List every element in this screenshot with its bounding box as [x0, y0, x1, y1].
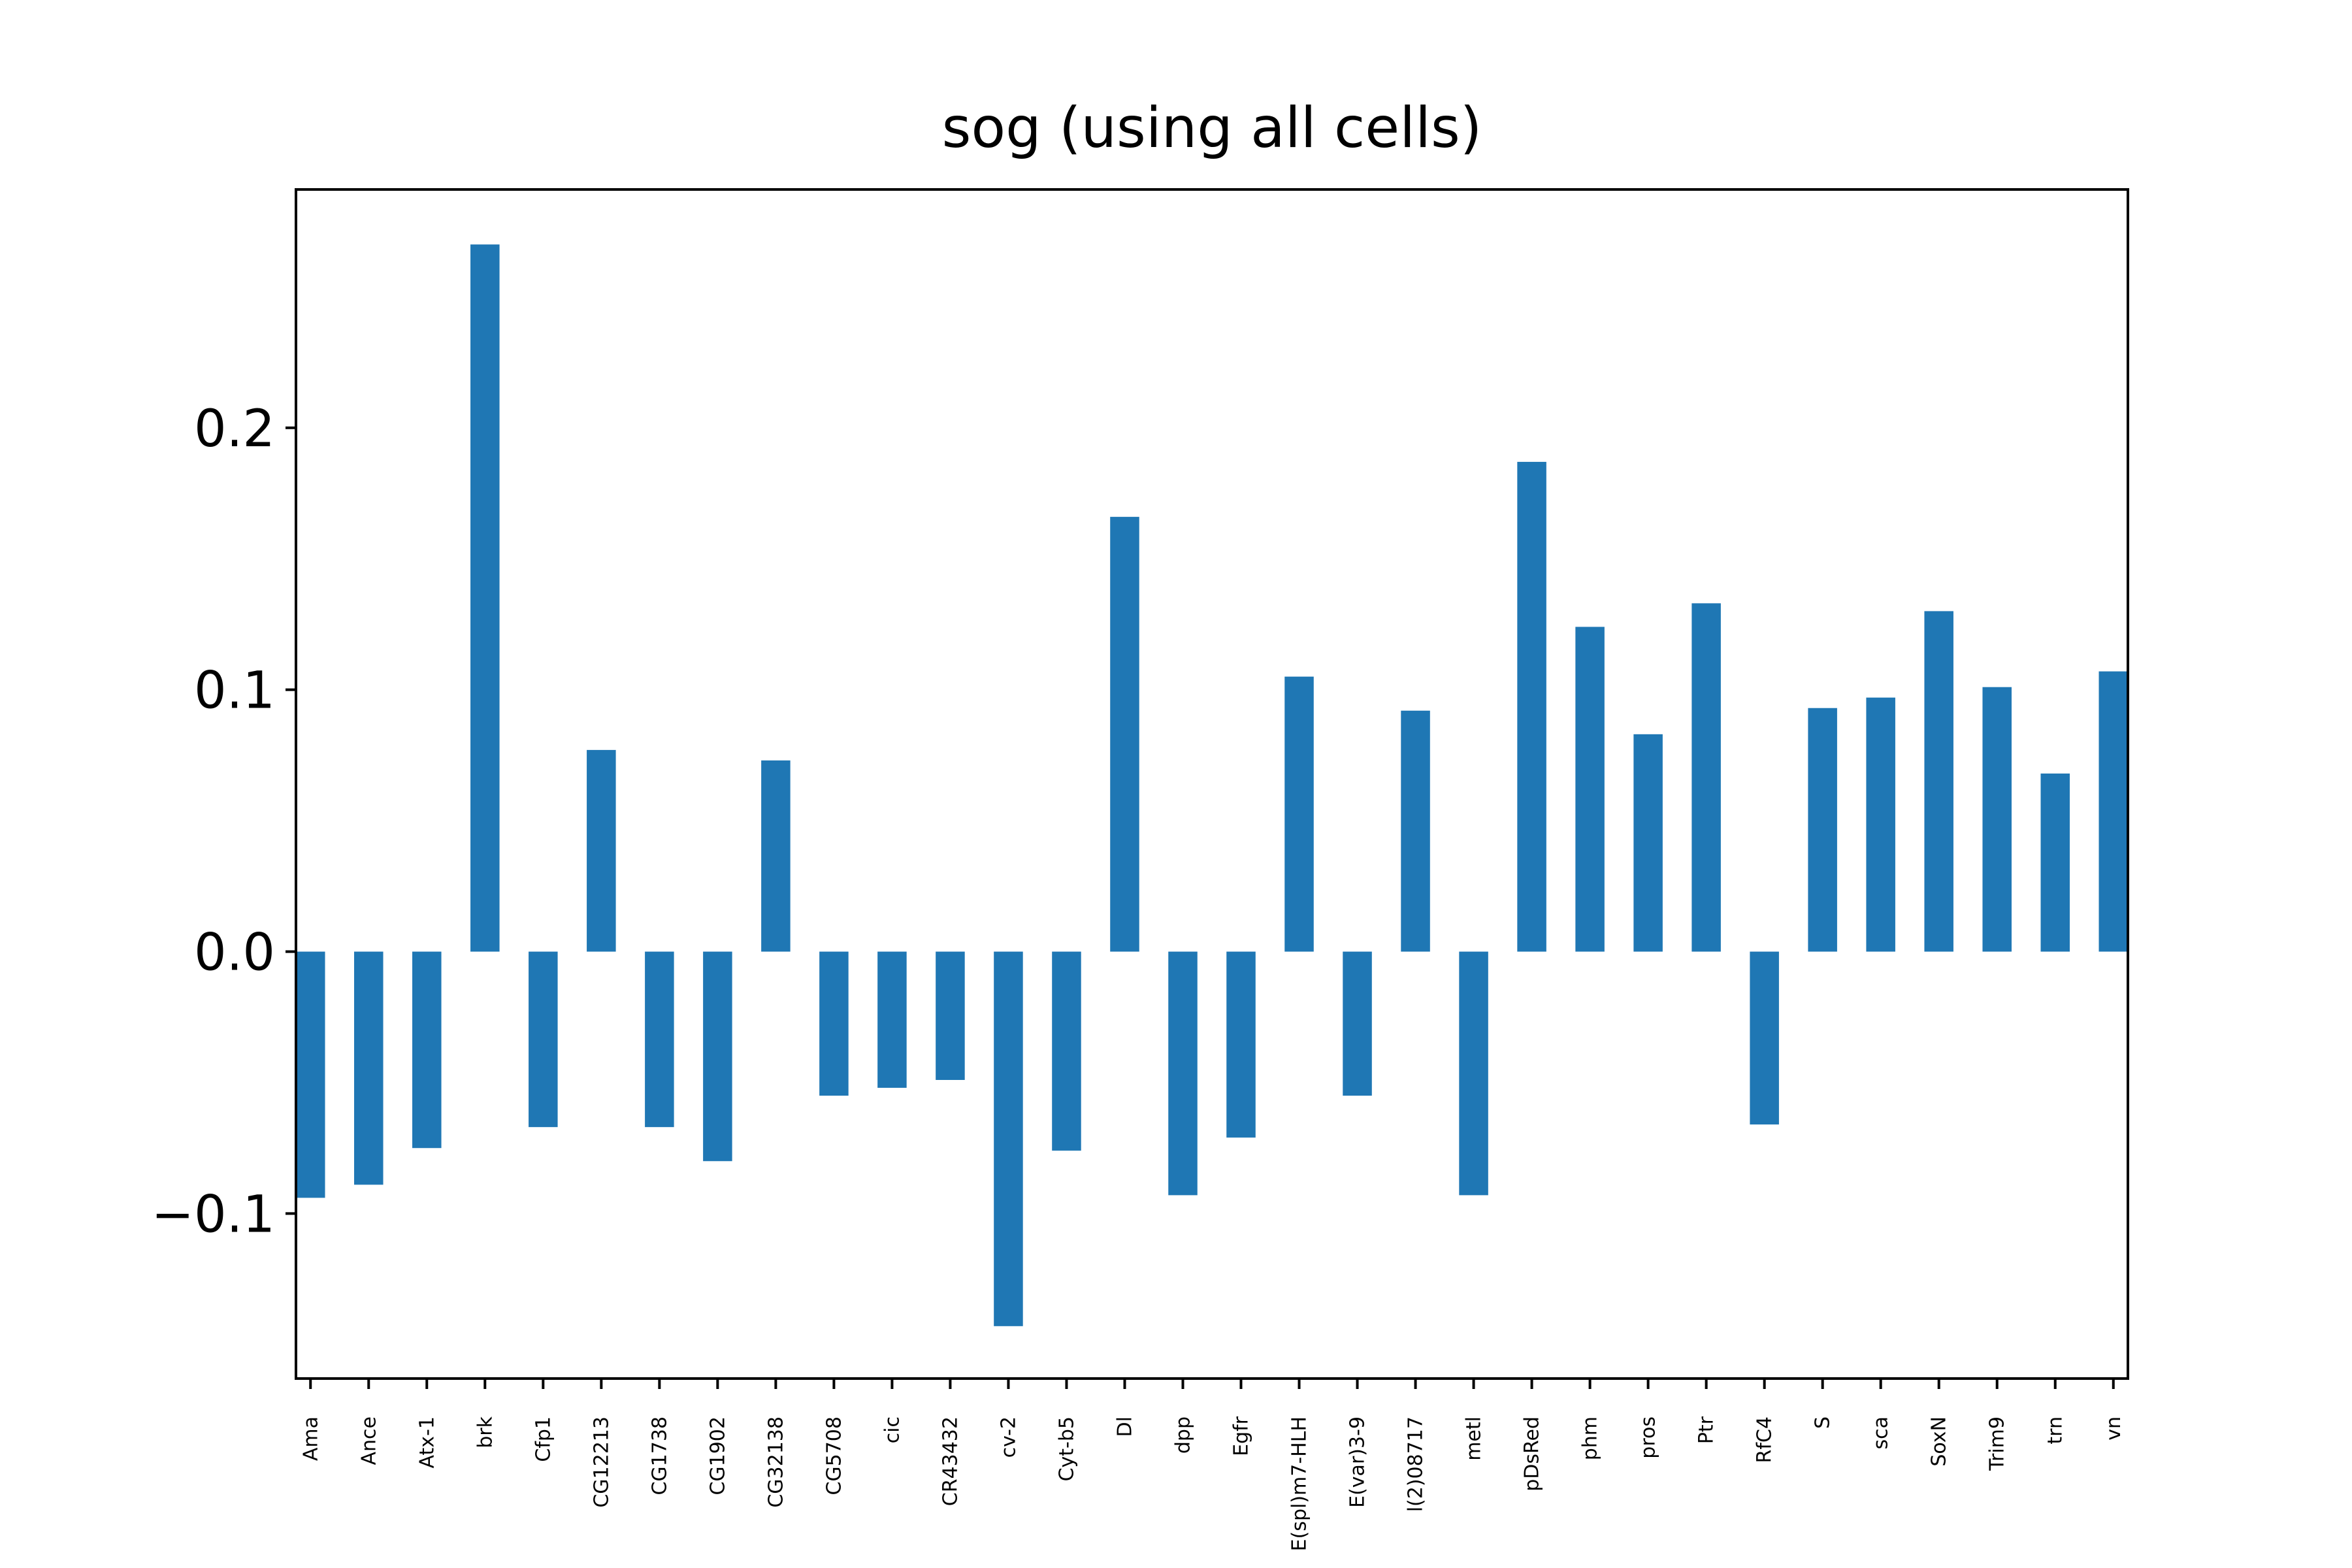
bar-trn: [2040, 773, 2070, 952]
x-tick-label: Ance: [357, 1416, 380, 1465]
y-tick-label: 0.1: [194, 662, 275, 721]
bars-layer: [296, 244, 2128, 1326]
x-tick-label: sca: [1870, 1416, 1893, 1450]
x-tick-label: Cyt-b5: [1055, 1416, 1078, 1481]
bar-Dl: [1110, 517, 1139, 952]
y-tick-label: 0.2: [194, 400, 275, 459]
x-tick-label: E(var)3-9: [1347, 1416, 1369, 1508]
x-tick-label: CR43432: [939, 1416, 962, 1506]
x-tick-label: Dl: [1113, 1416, 1136, 1437]
bar-phm: [1575, 627, 1605, 952]
x-tick-label: cic: [881, 1416, 904, 1443]
x-tick-label: brk: [474, 1416, 497, 1448]
bar-Trim9: [1982, 687, 2012, 952]
x-tick-label: Atx-1: [416, 1416, 438, 1468]
bar-RfC4: [1750, 951, 1779, 1125]
bar-dpp: [1168, 951, 1198, 1196]
bar-Ptr: [1691, 603, 1721, 952]
bar-E(spl)m7-HLH: [1284, 676, 1314, 952]
x-tick-label: vn: [2102, 1416, 2125, 1441]
x-tick-label: SoxN: [1928, 1416, 1951, 1467]
x-tick-label: CG1902: [706, 1416, 729, 1495]
x-tick-label: CG32138: [764, 1416, 787, 1508]
x-tick-label: E(spl)m7-HLH: [1288, 1416, 1311, 1551]
bar-Atx-1: [412, 951, 442, 1149]
bar-cv-2: [994, 951, 1023, 1326]
bar-CG32138: [761, 760, 791, 952]
bar-Ance: [354, 951, 384, 1185]
chart-title: sog (using all cells): [942, 95, 1482, 161]
bar-CG1738: [645, 951, 674, 1128]
bar-CG5708: [819, 951, 849, 1096]
bar-cic: [877, 951, 907, 1088]
x-tick-label: CG1738: [648, 1416, 671, 1495]
bar-Egfr: [1226, 951, 1256, 1138]
x-tick-label: dpp: [1171, 1416, 1194, 1454]
x-tick-label: Egfr: [1230, 1416, 1253, 1456]
y-tick-label: −0.1: [152, 1185, 275, 1244]
x-tick-label: Trim9: [1986, 1416, 2009, 1471]
x-tick-label: cv-2: [997, 1416, 1020, 1458]
x-tick-label: pDsRed: [1521, 1416, 1544, 1492]
x-tick-label: phm: [1579, 1416, 1602, 1460]
bar-Cyt-b5: [1052, 951, 1081, 1151]
x-tick-label: Cfp1: [532, 1416, 555, 1462]
bar-sca: [1866, 697, 1895, 952]
x-axis: Ama Ance Atx-1 brk Cfp1 CG12213 CG1738 CG1902 CG…: [299, 1379, 2125, 1551]
x-tick-label: CG12213: [590, 1416, 613, 1508]
x-tick-label: metl: [1463, 1416, 1486, 1461]
bar-pros: [1633, 734, 1663, 952]
bar-metl: [1459, 951, 1488, 1196]
bar-CG12213: [587, 749, 616, 952]
bar-l(2)08717: [1401, 710, 1430, 952]
bar-S: [1808, 708, 1837, 952]
y-tick-label: 0.0: [194, 924, 275, 983]
y-axis: −0.1 0.0 0.1 0.2: [152, 400, 296, 1244]
bar-Cfp1: [529, 951, 558, 1128]
bar-brk: [470, 244, 500, 952]
x-tick-label: Ptr: [1695, 1416, 1718, 1444]
x-tick-label: RfC4: [1754, 1416, 1776, 1463]
x-tick-label: S: [1812, 1416, 1835, 1429]
bar-CR43432: [936, 951, 965, 1080]
plot-frame: [295, 188, 2129, 1380]
x-tick-label: trn: [2044, 1416, 2067, 1445]
bar-SoxN: [1924, 611, 1953, 952]
bar-vn: [2099, 671, 2128, 952]
bar-Ama: [296, 951, 325, 1198]
x-tick-label: pros: [1637, 1416, 1660, 1459]
x-tick-label: Ama: [299, 1416, 322, 1461]
bar-CG1902: [703, 951, 732, 1162]
bar-E(var)3-9: [1343, 951, 1372, 1096]
bar-pDsRed: [1517, 461, 1546, 952]
x-tick-label: CG5708: [823, 1416, 845, 1495]
x-tick-label: l(2)08717: [1405, 1416, 1428, 1512]
